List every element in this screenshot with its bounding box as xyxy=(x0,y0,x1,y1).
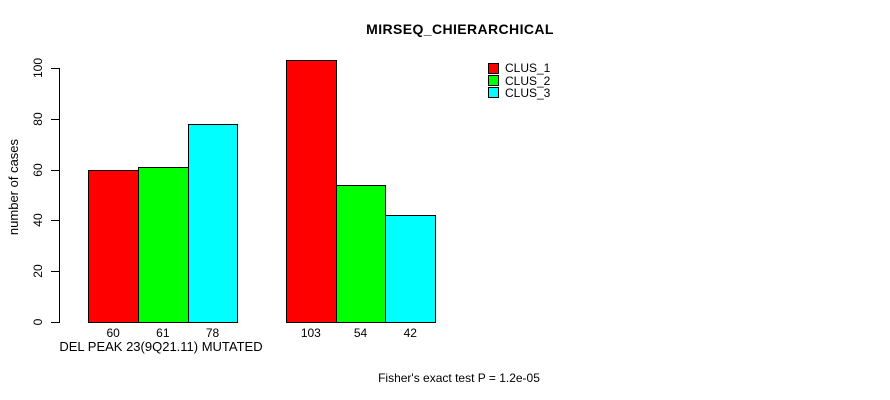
y-tick-label: 80 xyxy=(31,112,45,126)
legend-row: CLUS_3 xyxy=(488,87,550,99)
bar-clus_2-group1 xyxy=(138,167,189,323)
y-tick-label: 100 xyxy=(31,57,45,79)
bar-value-label: 103 xyxy=(300,326,321,340)
y-tick-mark xyxy=(51,220,59,222)
bar-value-label: 42 xyxy=(403,326,417,340)
legend-swatch-icon xyxy=(488,87,499,99)
y-tick-mark xyxy=(51,271,59,273)
bar-clus_3-group2 xyxy=(385,215,437,323)
y-tick-mark xyxy=(51,68,59,69)
y-tick-label: 60 xyxy=(31,162,45,177)
fisher-test-annotation: Fisher's exact test P = 1.2e-05 xyxy=(378,371,540,385)
bar-value-label: 60 xyxy=(106,326,120,340)
y-tick-label: 0 xyxy=(31,318,45,326)
bar-clus_3-group1 xyxy=(187,123,239,323)
y-tick-label: 20 xyxy=(31,264,45,278)
x-axis-label: DEL PEAK 23(9Q21.11) MUTATED xyxy=(59,339,263,354)
bar-clus_2-group2 xyxy=(335,184,387,323)
y-tick-mark xyxy=(51,322,59,323)
bar-clus_1-group2 xyxy=(286,60,337,323)
legend-label: CLUS_2 xyxy=(505,73,551,88)
bar-value-label: 54 xyxy=(353,326,368,340)
y-tick-mark xyxy=(51,169,59,171)
bar-value-label: 61 xyxy=(156,326,170,340)
legend-label: CLUS_3 xyxy=(505,85,551,100)
bar-clus_1-group1 xyxy=(88,169,139,323)
y-tick-label: 40 xyxy=(31,213,45,228)
legend-swatch-icon xyxy=(488,62,499,74)
legend-row: CLUS_1 xyxy=(488,62,550,74)
y-tick-mark xyxy=(51,118,59,120)
legend-swatch-icon xyxy=(488,75,499,87)
y-axis-line xyxy=(59,68,60,323)
legend: CLUS_1 CLUS_2 CLUS_3 xyxy=(488,62,550,99)
chart-title: MIRSEQ_CHIERARCHICAL xyxy=(366,21,554,37)
bar-value-label: 78 xyxy=(205,326,220,340)
legend-row: CLUS_2 xyxy=(488,73,551,88)
legend-label: CLUS_1 xyxy=(505,61,551,76)
